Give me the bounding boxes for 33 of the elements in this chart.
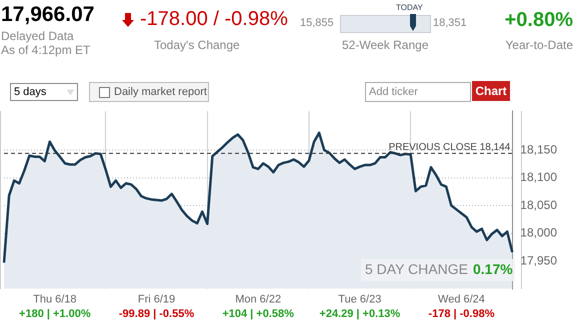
x-tick-label: Tue 6/23 (338, 293, 382, 306)
x-tick-label: Fri 6/19 (138, 293, 176, 306)
y-tick-label: 18,150 (520, 142, 558, 156)
y-tick-label: 18,000 (520, 226, 558, 240)
text: +0.80% (504, 9, 573, 32)
text: Today's Change (154, 38, 240, 52)
chart-title: 17,966.07 (1, 3, 94, 27)
x-tick-label: Mon 6/22 (235, 293, 282, 306)
y-tick-label: 18,050 (520, 198, 558, 212)
ref-line-label: PREVIOUS CLOSE 18,144 (388, 142, 511, 154)
text: -178 | -0.98% (428, 308, 494, 320)
dropdown: 5 days (10, 83, 78, 101)
x-tick-label: Wed 6/24 (438, 293, 485, 306)
text: Delayed Data (1, 29, 74, 43)
text: +180 | +1.00% (19, 308, 91, 320)
checkbox: Daily market report (89, 82, 209, 102)
button: Chart (472, 81, 510, 101)
text: Year-to-Date (505, 38, 573, 52)
text: +24.29 | +0.13% (319, 308, 400, 320)
text: -178.00 / -0.98% (140, 8, 288, 31)
text: 18,351 (433, 17, 467, 29)
annotation: 0.17% (473, 261, 513, 277)
text-field: Add ticker (365, 82, 471, 102)
y-tick-label: 17,950 (520, 253, 558, 268)
y-tick-label: 18,100 (520, 170, 558, 184)
text: As of 4:12pm ET (1, 43, 90, 57)
annotation: 5 DAY CHANGE (365, 261, 468, 277)
text: +104 | +0.58% (222, 308, 294, 320)
text: TODAY (396, 3, 423, 12)
text: 15,855 (300, 17, 334, 29)
x-tick-label: Thu 6/18 (33, 293, 77, 306)
text: -99.89 | -0.55% (118, 308, 194, 320)
text: 52-Week Range (342, 38, 428, 52)
